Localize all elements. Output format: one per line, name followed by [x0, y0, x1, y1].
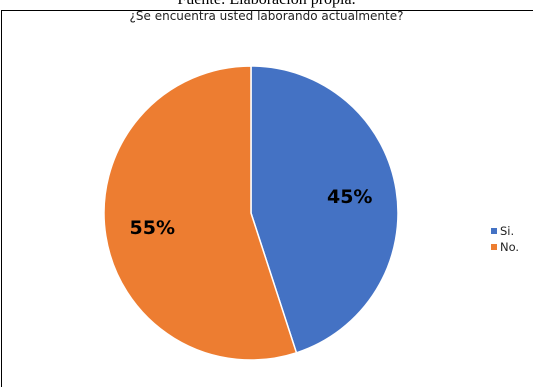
chart-title: ¿Se encuentra usted laborando actualment… — [129, 9, 404, 23]
pie-slice-si — [250, 65, 399, 354]
legend-label-si: Si. — [500, 224, 515, 238]
data-label-no: 55% — [130, 217, 175, 239]
legend-swatch-si — [491, 228, 497, 234]
legend-swatch-no — [491, 244, 497, 250]
pie-slice-no — [103, 65, 298, 361]
chart-legend: Si. No. — [491, 223, 519, 255]
source-caption: Fuente: Elaboración propia. — [0, 0, 533, 9]
legend-label-no: No. — [500, 240, 520, 254]
legend-item-no: No. — [491, 239, 519, 255]
legend-item-si: Si. — [491, 223, 519, 239]
data-label-si: 45% — [327, 186, 372, 208]
